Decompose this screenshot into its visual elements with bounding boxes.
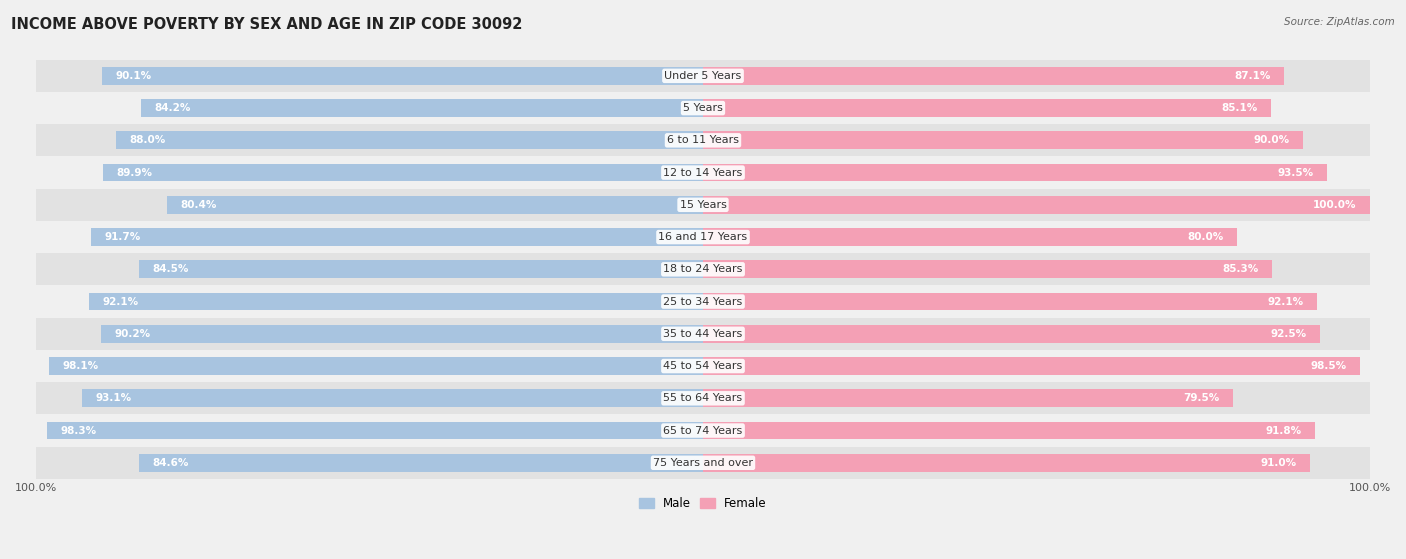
- Text: 98.1%: 98.1%: [62, 361, 98, 371]
- Text: 6 to 11 Years: 6 to 11 Years: [666, 135, 740, 145]
- Text: 88.0%: 88.0%: [129, 135, 166, 145]
- Bar: [139, 260, 703, 278]
- Bar: [37, 60, 1369, 92]
- Bar: [703, 131, 1303, 149]
- Text: 90.1%: 90.1%: [115, 71, 152, 81]
- Text: 93.1%: 93.1%: [96, 394, 132, 403]
- Text: 91.8%: 91.8%: [1265, 425, 1302, 435]
- Text: 87.1%: 87.1%: [1234, 71, 1271, 81]
- Text: Under 5 Years: Under 5 Years: [665, 71, 741, 81]
- Text: 85.1%: 85.1%: [1220, 103, 1257, 113]
- Bar: [37, 189, 1369, 221]
- Text: 90.0%: 90.0%: [1254, 135, 1289, 145]
- Bar: [37, 318, 1369, 350]
- Text: 65 to 74 Years: 65 to 74 Years: [664, 425, 742, 435]
- Text: 75 Years and over: 75 Years and over: [652, 458, 754, 468]
- Text: INCOME ABOVE POVERTY BY SEX AND AGE IN ZIP CODE 30092: INCOME ABOVE POVERTY BY SEX AND AGE IN Z…: [11, 17, 523, 32]
- Bar: [139, 454, 703, 472]
- Bar: [703, 293, 1317, 310]
- Text: 55 to 64 Years: 55 to 64 Years: [664, 394, 742, 403]
- Text: 80.0%: 80.0%: [1187, 232, 1223, 242]
- Text: 16 and 17 Years: 16 and 17 Years: [658, 232, 748, 242]
- Text: 84.5%: 84.5%: [153, 264, 190, 274]
- Text: 25 to 34 Years: 25 to 34 Years: [664, 297, 742, 306]
- Legend: Male, Female: Male, Female: [634, 492, 772, 515]
- Text: 5 Years: 5 Years: [683, 103, 723, 113]
- Text: 79.5%: 79.5%: [1184, 394, 1220, 403]
- Bar: [117, 131, 703, 149]
- Text: Source: ZipAtlas.com: Source: ZipAtlas.com: [1284, 17, 1395, 27]
- Bar: [703, 260, 1272, 278]
- Text: 91.0%: 91.0%: [1260, 458, 1296, 468]
- Text: 85.3%: 85.3%: [1222, 264, 1258, 274]
- Bar: [703, 99, 1271, 117]
- Bar: [703, 390, 1233, 407]
- Text: 35 to 44 Years: 35 to 44 Years: [664, 329, 742, 339]
- Bar: [48, 421, 703, 439]
- Text: 92.1%: 92.1%: [1268, 297, 1303, 306]
- Bar: [37, 92, 1369, 124]
- Bar: [142, 99, 703, 117]
- Bar: [703, 357, 1360, 375]
- Text: 98.3%: 98.3%: [60, 425, 97, 435]
- Text: 15 Years: 15 Years: [679, 200, 727, 210]
- Bar: [37, 286, 1369, 318]
- Bar: [703, 421, 1315, 439]
- Text: 91.7%: 91.7%: [105, 232, 141, 242]
- Bar: [703, 196, 1369, 214]
- Bar: [37, 447, 1369, 479]
- Bar: [37, 350, 1369, 382]
- Text: 45 to 54 Years: 45 to 54 Years: [664, 361, 742, 371]
- Text: 98.5%: 98.5%: [1310, 361, 1347, 371]
- Bar: [37, 382, 1369, 414]
- Bar: [703, 164, 1326, 182]
- Bar: [37, 253, 1369, 286]
- Bar: [703, 67, 1284, 85]
- Text: 92.1%: 92.1%: [103, 297, 138, 306]
- Bar: [101, 325, 703, 343]
- Bar: [91, 228, 703, 246]
- Bar: [703, 325, 1320, 343]
- Bar: [37, 221, 1369, 253]
- Text: 84.6%: 84.6%: [152, 458, 188, 468]
- Bar: [82, 390, 703, 407]
- Bar: [49, 357, 703, 375]
- Text: 18 to 24 Years: 18 to 24 Years: [664, 264, 742, 274]
- Text: 100.0%: 100.0%: [1313, 200, 1357, 210]
- Bar: [703, 228, 1236, 246]
- Bar: [37, 414, 1369, 447]
- Text: 92.5%: 92.5%: [1271, 329, 1306, 339]
- Bar: [703, 454, 1310, 472]
- Bar: [37, 157, 1369, 189]
- Text: 89.9%: 89.9%: [117, 168, 153, 178]
- Text: 80.4%: 80.4%: [180, 200, 217, 210]
- Text: 12 to 14 Years: 12 to 14 Years: [664, 168, 742, 178]
- Bar: [37, 124, 1369, 157]
- Bar: [104, 164, 703, 182]
- Bar: [167, 196, 703, 214]
- Bar: [89, 293, 703, 310]
- Text: 84.2%: 84.2%: [155, 103, 191, 113]
- Text: 93.5%: 93.5%: [1277, 168, 1313, 178]
- Bar: [103, 67, 703, 85]
- Text: 90.2%: 90.2%: [115, 329, 150, 339]
